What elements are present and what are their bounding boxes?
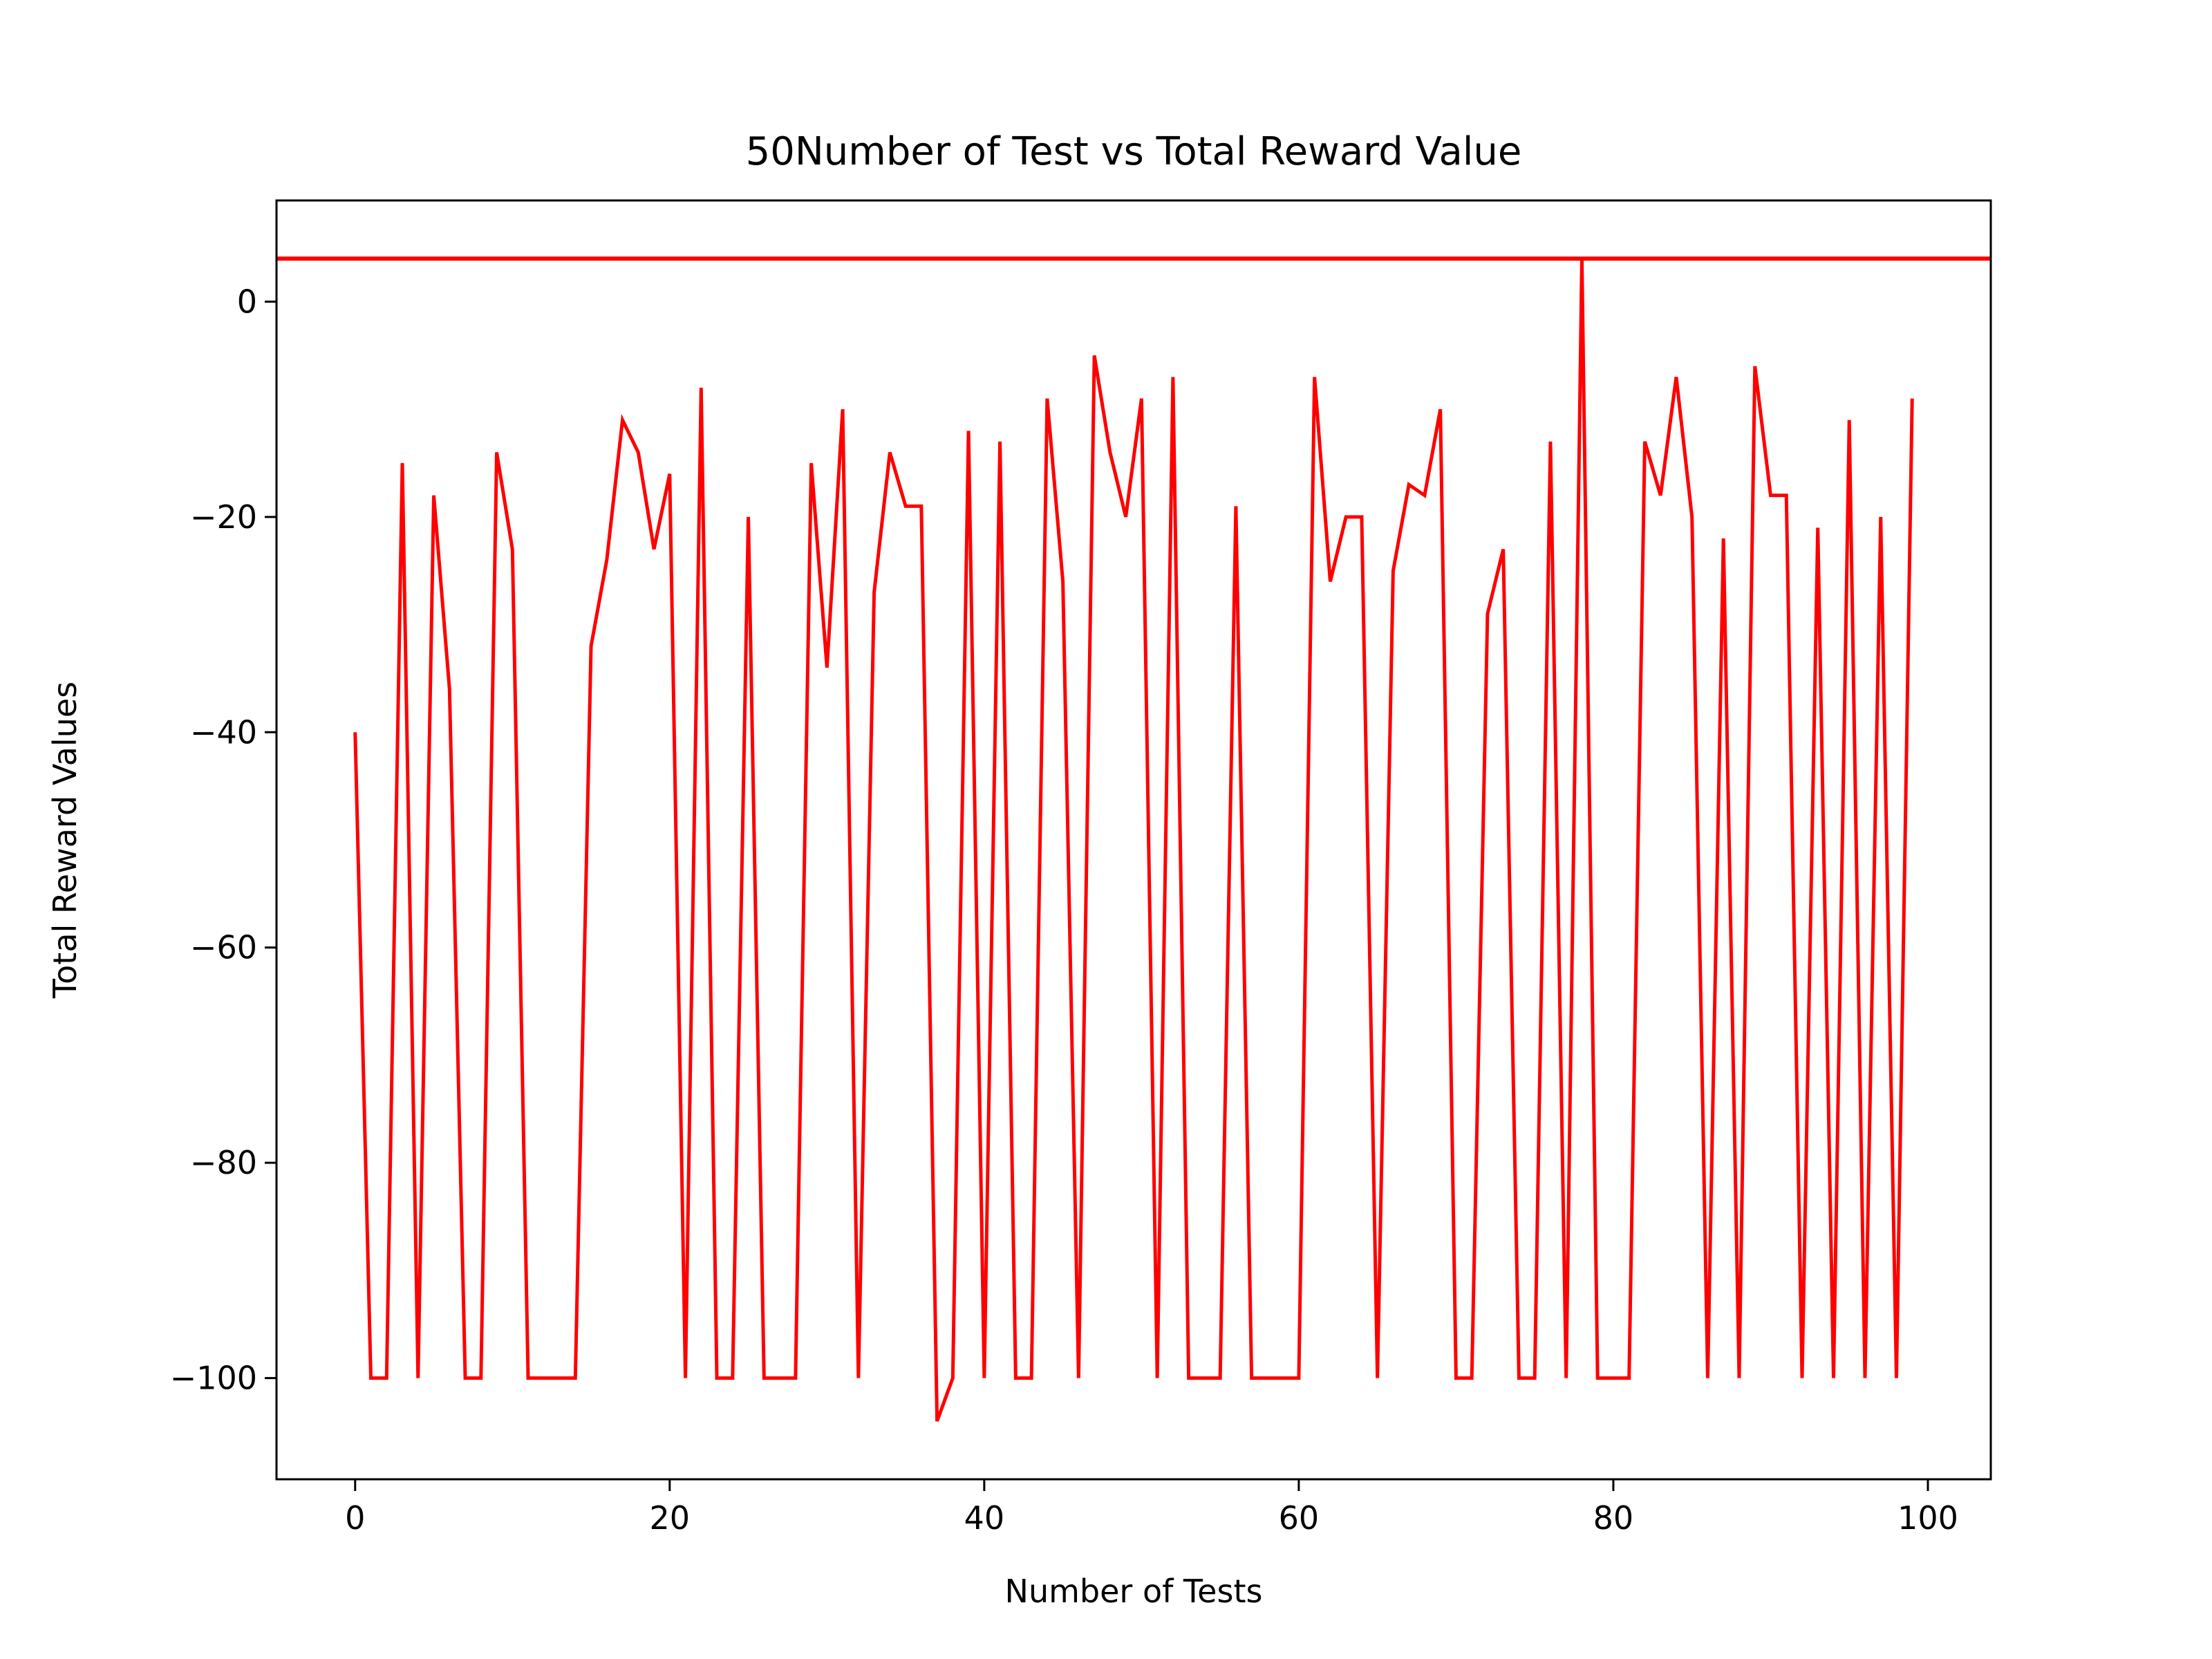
- axes-frame: [275, 199, 1992, 1481]
- y-tick-label: −80: [190, 1144, 257, 1181]
- x-tick-label: 60: [1279, 1499, 1320, 1537]
- y-tick-label: −100: [170, 1360, 257, 1397]
- x-axis-label: Number of Tests: [1005, 1573, 1263, 1610]
- x-tick-label: 0: [345, 1499, 365, 1537]
- x-tick-label: 20: [650, 1499, 691, 1537]
- y-tick-label: −40: [190, 713, 257, 751]
- x-tick-label: 40: [964, 1499, 1005, 1537]
- x-axis: 0 20 40 60 80 100: [345, 1479, 1958, 1537]
- y-tick-label: −20: [190, 498, 257, 536]
- series-line-0: [353, 259, 1914, 1422]
- y-axis-label: Total Reward Values: [46, 682, 84, 999]
- plot-area: [276, 256, 1991, 1422]
- chart-title: 50Number of Test vs Total Reward Value: [746, 129, 1522, 174]
- x-tick-label: 100: [1897, 1499, 1958, 1537]
- y-tick-label: 0: [237, 283, 257, 320]
- y-axis: 0 −20 −40 −60 −80 −100: [170, 283, 276, 1397]
- x-tick-label: 80: [1593, 1499, 1634, 1537]
- y-tick-label: −60: [190, 929, 257, 966]
